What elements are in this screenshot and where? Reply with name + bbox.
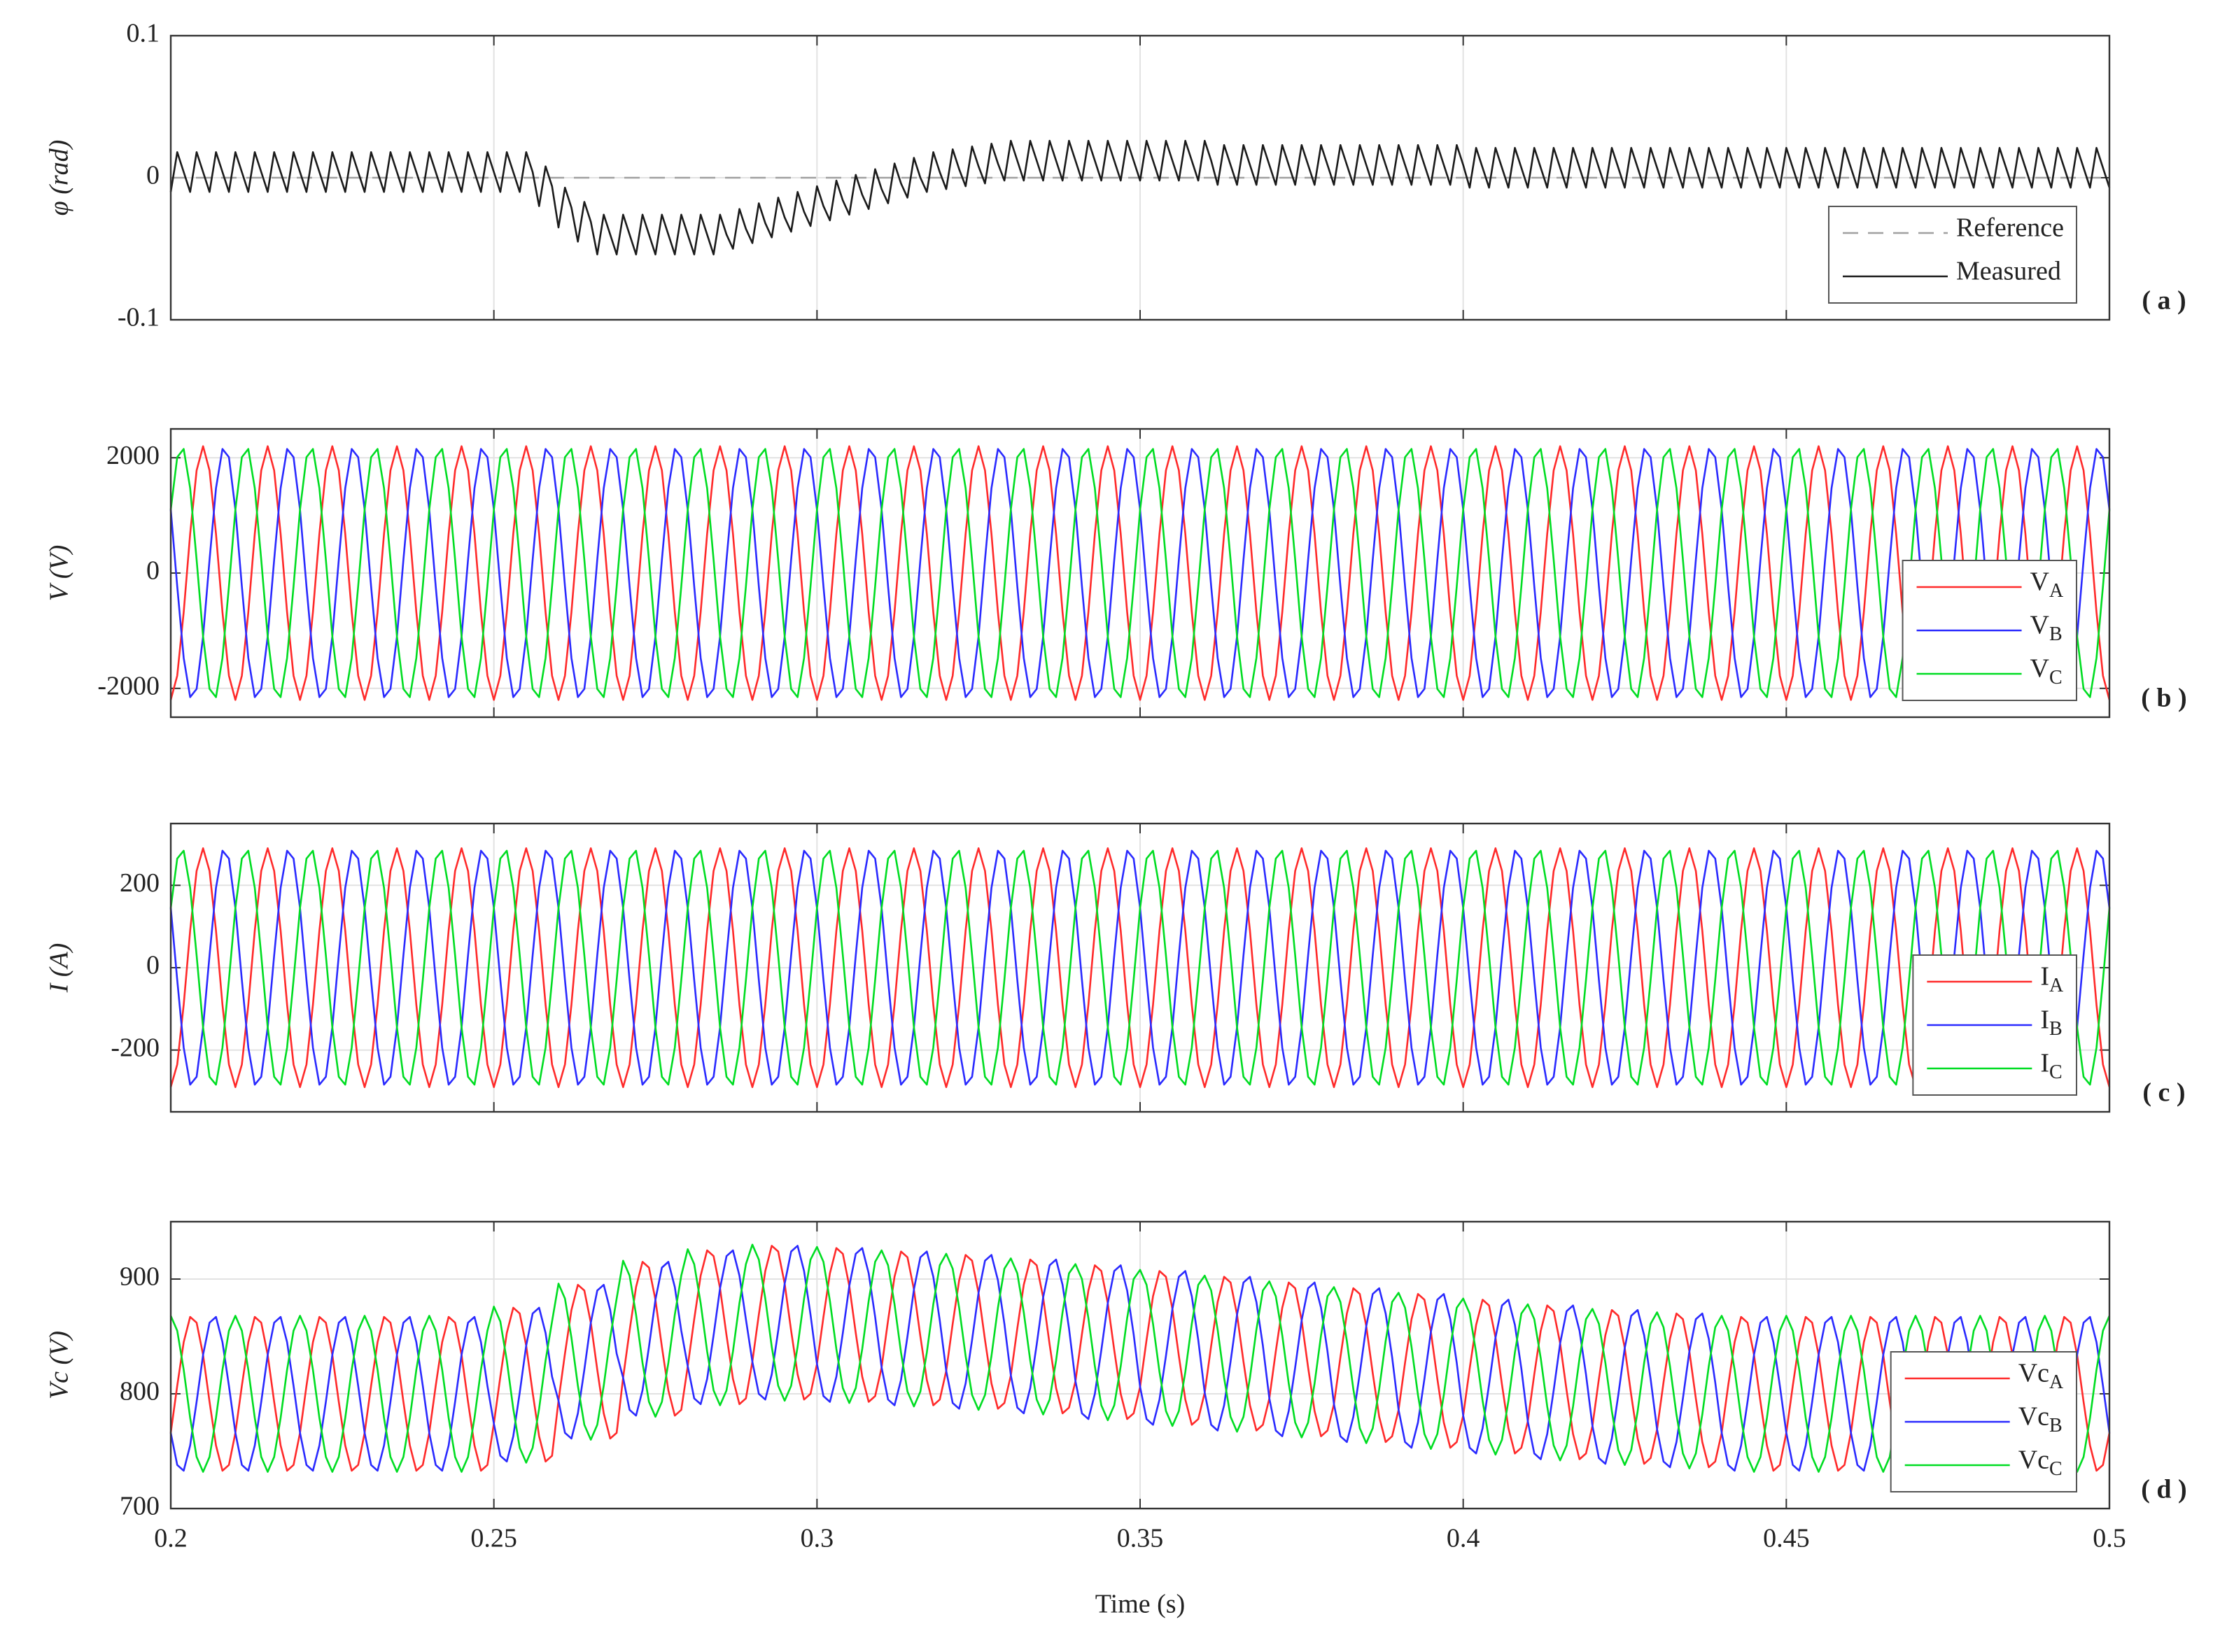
plot-frame xyxy=(169,822,2111,1113)
y-tick-label: -2000 xyxy=(97,672,160,701)
x-tick-label: 0.2 xyxy=(154,1524,188,1553)
panel-label: ( c ) xyxy=(2142,1078,2185,1108)
legend-label: IA xyxy=(2040,962,2064,997)
y-tick-label: 0.1 xyxy=(127,19,160,48)
series-line xyxy=(169,847,2111,1088)
series-line xyxy=(169,1243,2111,1473)
x-tick-label: 0.5 xyxy=(2093,1524,2126,1553)
series-line xyxy=(169,1245,2111,1472)
y-tick-label: 800 xyxy=(120,1377,160,1406)
y-axis-label: Vc (V) xyxy=(45,1331,74,1399)
y-tick-label: 900 xyxy=(120,1262,160,1292)
legend-label: Reference xyxy=(1956,213,2064,243)
series-line xyxy=(169,139,2111,255)
y-tick-label: 0 xyxy=(146,161,160,190)
x-tick-label: 0.3 xyxy=(801,1524,834,1553)
series-line xyxy=(169,445,2111,701)
panel-label: ( d ) xyxy=(2141,1475,2186,1504)
y-tick-label: 0 xyxy=(146,556,160,586)
x-axis-label: Time (s) xyxy=(1095,1590,1185,1619)
plot-frame xyxy=(169,34,2111,321)
x-tick-label: 0.45 xyxy=(1763,1524,1810,1553)
panel-label: ( b ) xyxy=(2141,684,2186,713)
x-tick-label: 0.35 xyxy=(1117,1524,1164,1553)
x-tick-label: 0.4 xyxy=(1447,1524,1480,1553)
plot-frame xyxy=(169,1220,2111,1510)
y-axis-label: φ (rad) xyxy=(45,140,74,216)
y-tick-label: 200 xyxy=(120,868,160,898)
y-tick-label: 0 xyxy=(146,951,160,980)
series-line xyxy=(169,849,2111,1086)
y-tick-label: -0.1 xyxy=(118,303,160,332)
y-axis-label: V (V) xyxy=(45,545,74,602)
series-line xyxy=(169,448,2111,698)
y-tick-label: -200 xyxy=(111,1033,160,1062)
x-tick-label: 0.25 xyxy=(470,1524,517,1553)
y-tick-label: 700 xyxy=(120,1492,160,1521)
legend-box xyxy=(1828,206,2077,304)
y-axis-label: I (A) xyxy=(45,943,74,994)
plot-frame xyxy=(169,428,2111,719)
panel-label: ( a ) xyxy=(2142,286,2186,316)
y-tick-label: 2000 xyxy=(106,441,160,470)
legend-label: Measured xyxy=(1956,257,2061,286)
